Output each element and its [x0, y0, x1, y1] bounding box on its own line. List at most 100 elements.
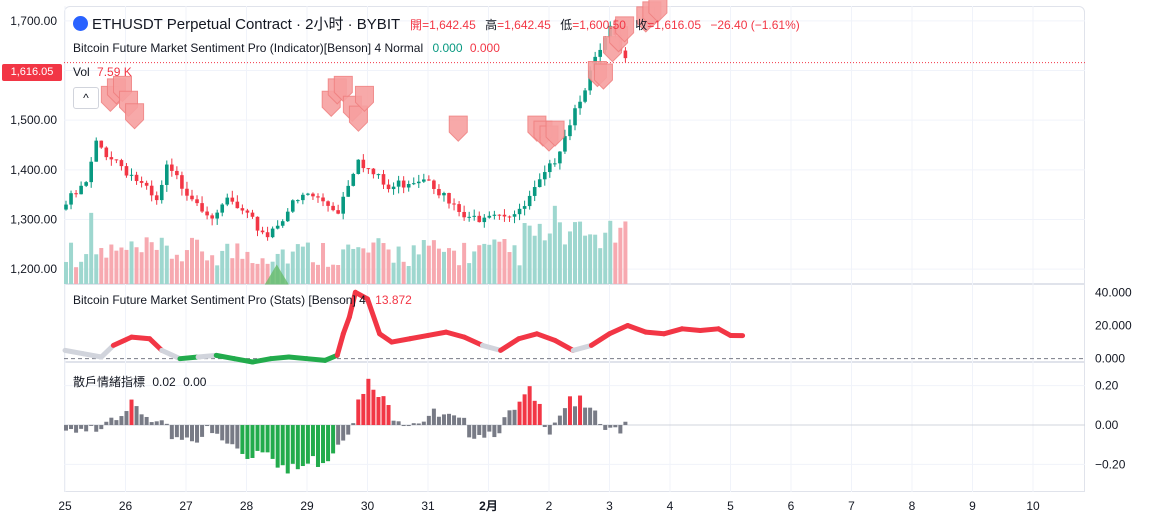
- volume-bar: [336, 265, 341, 284]
- hist-bar: [129, 399, 134, 426]
- hist-bar: [124, 411, 129, 426]
- hist-bar: [547, 425, 552, 435]
- candle-body: [235, 201, 240, 209]
- x-tick-label: 29: [300, 499, 314, 513]
- volume-bar: [89, 212, 94, 284]
- collapse-legend-button[interactable]: ^: [73, 87, 99, 109]
- volume-bar: [406, 266, 411, 284]
- candle-body: [180, 175, 184, 189]
- candle-body: [129, 174, 134, 176]
- hist-bar: [270, 425, 275, 459]
- candle-body: [220, 204, 225, 213]
- hist-bar: [346, 425, 351, 435]
- candle-body: [94, 140, 99, 162]
- x-tick-label: 27: [179, 499, 193, 513]
- volume-bar: [69, 242, 74, 284]
- candle-body: [447, 192, 451, 204]
- hist-bar: [431, 408, 436, 426]
- hist-tick-label: 0.00: [1095, 418, 1119, 432]
- volume-bar: [381, 243, 386, 284]
- stats-segment: [334, 331, 346, 358]
- candle-body: [210, 215, 214, 219]
- x-tick-label: 3: [606, 499, 613, 513]
- volume-bar: [174, 254, 179, 284]
- stats-title: Bitcoin Future Market Sentiment Pro (Sta…: [73, 293, 366, 307]
- candle-body: [437, 188, 441, 196]
- volume-bar: [517, 265, 522, 284]
- candle-body: [553, 163, 557, 165]
- hist-bar: [290, 425, 295, 464]
- x-tick-label: 2: [546, 499, 553, 513]
- volume-bar: [588, 234, 593, 284]
- volume-bar: [492, 239, 497, 284]
- candle-body: [376, 174, 381, 176]
- candle-body: [381, 174, 386, 185]
- hist-bar: [497, 425, 502, 434]
- candle-body: [250, 212, 255, 217]
- candle-body: [321, 197, 325, 202]
- hist-bar: [401, 425, 406, 427]
- hist-bar: [74, 425, 79, 433]
- candle-body: [482, 217, 487, 223]
- hist-bar: [371, 389, 376, 426]
- volume-bar: [472, 251, 477, 284]
- candle-body: [69, 193, 73, 205]
- volume-bar: [285, 263, 290, 284]
- sentiment-title: 散戶情緒指標: [73, 375, 146, 389]
- stats-legend[interactable]: Bitcoin Future Market Sentiment Pro (Sta…: [73, 293, 412, 307]
- volume-bar: [124, 249, 129, 284]
- volume-bar: [447, 248, 452, 284]
- hist-bar: [336, 425, 341, 445]
- stats-line: [62, 289, 1085, 365]
- hist-bar: [527, 386, 532, 426]
- hist-bar: [220, 425, 225, 441]
- volume-bar: [164, 245, 169, 284]
- volume-bar: [557, 222, 562, 284]
- candle-body: [79, 185, 83, 195]
- volume-bar: [326, 266, 331, 284]
- candle-body: [311, 193, 315, 197]
- hist-bar: [391, 420, 396, 426]
- volume-bar: [482, 243, 487, 284]
- volume-bar: [94, 254, 99, 284]
- volume-bar: [64, 261, 68, 284]
- volume-bar: [396, 246, 401, 284]
- hist-bar: [366, 378, 371, 426]
- y-tick-label: 1,200.00: [10, 262, 57, 276]
- volume-bar: [129, 241, 134, 284]
- stats-segment: [534, 331, 558, 343]
- hist-bar: [84, 425, 89, 432]
- candle-body: [301, 194, 305, 201]
- hist-bar: [321, 425, 326, 464]
- volume-bar: [220, 250, 225, 284]
- candle-body: [416, 181, 421, 184]
- candle-body: [366, 168, 371, 170]
- stats-segment: [389, 336, 413, 345]
- volume-bar: [522, 223, 527, 284]
- hist-bar: [154, 421, 159, 426]
- hist-bar: [144, 416, 149, 426]
- volume-bar: [139, 252, 144, 284]
- sentiment-legend[interactable]: 散戶情緒指標 0.02 0.00: [73, 373, 206, 390]
- stats-segment: [177, 354, 201, 362]
- hist-bar: [416, 423, 421, 426]
- volume-value: 7.59 K: [97, 65, 132, 79]
- hist-bar: [134, 406, 139, 426]
- hist-tick-label: 0.20: [1095, 379, 1119, 393]
- candle-body: [427, 179, 431, 181]
- candle-body: [396, 180, 401, 187]
- indicator1-legend[interactable]: Bitcoin Future Market Sentiment Pro (Ind…: [73, 41, 500, 55]
- volume-bar: [154, 249, 159, 284]
- hist-bar: [174, 425, 179, 438]
- hist-bar: [426, 415, 431, 426]
- volume-bar: [547, 233, 552, 284]
- hist-bar: [386, 405, 391, 426]
- candle-body: [406, 184, 411, 188]
- low-label: 低: [560, 18, 573, 32]
- volume-legend[interactable]: Vol 7.59 K: [73, 65, 132, 79]
- stats-segment: [110, 334, 135, 348]
- sentiment-marker: [615, 16, 635, 43]
- candle-body: [154, 195, 159, 201]
- chart-legend-title[interactable]: ETHUSDT Perpetual Contract · 2小时 · BYBIT…: [73, 13, 800, 34]
